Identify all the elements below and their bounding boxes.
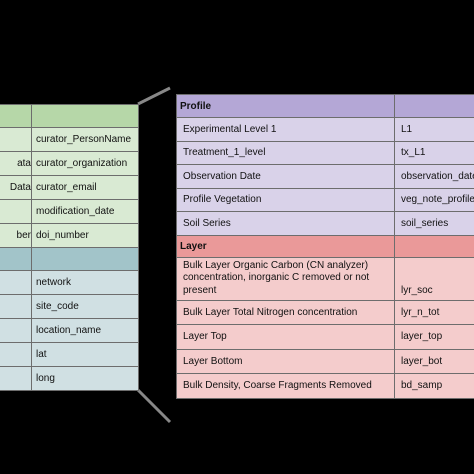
row-label: Bulk Density, Coarse Fragments Removed [176, 373, 395, 399]
table-row: Soil Series soil_series [176, 211, 474, 236]
left-table: curator_PersonName ata curator_organizat… [0, 104, 139, 391]
profile-header-row: Profile [176, 94, 474, 118]
row-label: ber [0, 223, 32, 248]
row-field: veg_note_profile [394, 187, 474, 212]
table-row: Observation Date observation_date [176, 164, 474, 189]
table-row: location_name [0, 318, 139, 343]
row-label: Bulk Layer Organic Carbon (CN analyzer) … [176, 256, 395, 301]
row-field: long [31, 366, 139, 391]
row-label [0, 199, 32, 224]
table-row: Profile Vegetation veg_note_profile [176, 187, 474, 212]
table-row: ata curator_organization [0, 151, 139, 176]
row-field: network [31, 270, 139, 295]
row-field: lyr_soc [394, 256, 474, 301]
row-label: Data [0, 175, 32, 200]
profile-header: Profile [176, 94, 395, 118]
row-label: ata [0, 151, 32, 176]
row-label [0, 270, 32, 295]
row-label: Layer Top [176, 324, 395, 350]
row-label: Treatment_1_level [176, 140, 395, 165]
table-row: Experimental Level 1 L1 [176, 117, 474, 142]
row-field: observation_date [394, 164, 474, 189]
right-table: Profile Experimental Level 1 L1 Treatmen… [176, 94, 474, 399]
row-field: lyr_n_tot [394, 299, 474, 325]
row-label: Profile Vegetation [176, 187, 395, 212]
connector-line-bottom [136, 388, 172, 424]
table-row: Data curator_email [0, 175, 139, 200]
layer-header-row: Layer [176, 234, 474, 258]
row-label: Soil Series [176, 211, 395, 236]
row-label [0, 342, 32, 367]
table-row: site_code [0, 294, 139, 319]
row-field: site_code [31, 294, 139, 319]
table-row: Bulk Layer Total Nitrogen concentration … [176, 299, 474, 325]
row-label [0, 127, 32, 152]
row-label: Layer Bottom [176, 348, 395, 374]
row-field: bd_samp [394, 373, 474, 399]
row-label: Observation Date [176, 164, 395, 189]
row-field: doi_number [31, 223, 139, 248]
row-label: Bulk Layer Total Nitrogen concentration [176, 299, 395, 325]
table-row: ber doi_number [0, 223, 139, 248]
blue-header-row [0, 247, 139, 271]
row-field: location_name [31, 318, 139, 343]
green-header-row [0, 104, 139, 128]
table-row: network [0, 270, 139, 295]
layer-header: Layer [176, 234, 395, 258]
table-row: long [0, 366, 139, 391]
table-row: modification_date [0, 199, 139, 224]
row-field: soil_series [394, 211, 474, 236]
row-field: tx_L1 [394, 140, 474, 165]
row-label [0, 366, 32, 391]
row-label [0, 294, 32, 319]
row-field: layer_bot [394, 348, 474, 374]
row-field: lat [31, 342, 139, 367]
row-field: curator_email [31, 175, 139, 200]
row-field: curator_organization [31, 151, 139, 176]
row-label [0, 318, 32, 343]
row-field: L1 [394, 117, 474, 142]
table-row: curator_PersonName [0, 127, 139, 152]
row-label: Experimental Level 1 [176, 117, 395, 142]
row-field: curator_PersonName [31, 127, 139, 152]
table-row: Bulk Layer Organic Carbon (CN analyzer) … [176, 256, 474, 301]
table-row: Layer Top layer_top [176, 324, 474, 350]
row-field: layer_top [394, 324, 474, 350]
table-row: Bulk Density, Coarse Fragments Removed b… [176, 373, 474, 399]
table-row: lat [0, 342, 139, 367]
connector-line-top [137, 86, 171, 106]
table-row: Treatment_1_level tx_L1 [176, 140, 474, 165]
table-row: Layer Bottom layer_bot [176, 348, 474, 374]
row-field: modification_date [31, 199, 139, 224]
